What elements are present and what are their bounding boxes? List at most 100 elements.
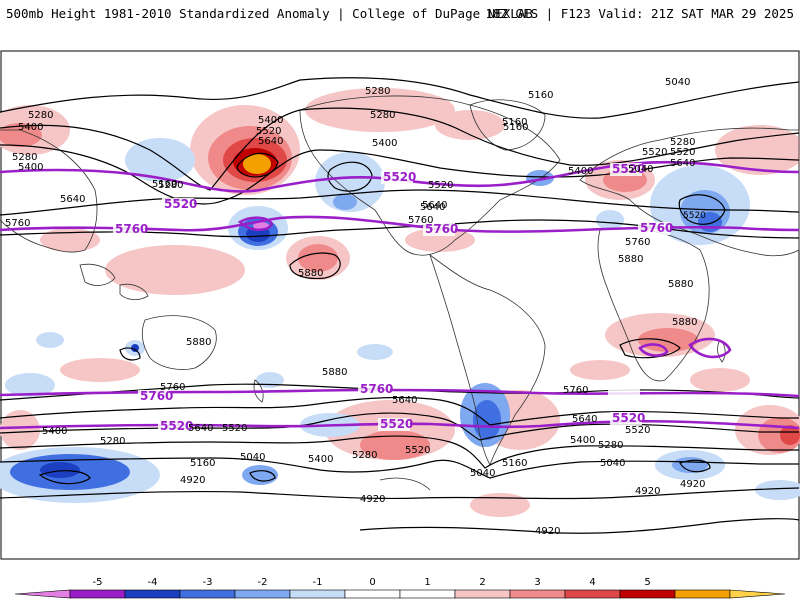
contour-label: 5280 — [670, 137, 695, 148]
contour-label: 5520 — [405, 445, 430, 456]
colorbar: -5 -4 -3 -2 -1 0 1 2 3 4 5 — [0, 572, 800, 600]
contour-label: 5520 — [642, 147, 667, 158]
contour-label: 5400 — [372, 138, 397, 149]
contour-label: 5400 — [258, 115, 283, 126]
contour-label: 5400 — [18, 122, 43, 133]
colorbar-swatch — [179, 589, 236, 599]
contour-label: 5160 — [190, 458, 215, 469]
contour-label: 5040 — [470, 468, 495, 479]
contour-label: 5640 — [188, 423, 213, 434]
contour-label: 5640 — [420, 202, 445, 213]
colorbar-swatch — [509, 589, 566, 599]
contour-label: 5760 — [160, 382, 185, 393]
colorbar-swatch — [289, 589, 346, 599]
colorbar-tick-label: -5 — [93, 577, 103, 588]
contour-label: 5160 — [502, 458, 527, 469]
contour-label: 5640 — [258, 136, 283, 147]
contour-label: 5280 — [12, 152, 37, 163]
contour-label: 5880 — [298, 268, 323, 279]
contour-label: 5760 — [563, 385, 588, 396]
colorbar-tick-label: 4 — [589, 577, 595, 588]
contour-label: 5640 — [60, 194, 85, 205]
colorbar-tick-label: 2 — [479, 577, 485, 588]
contour-label: 5760 — [140, 389, 173, 403]
black-contour-labels: 5280 5400 5280 5160 5640 5760 5280 5400 … — [5, 77, 705, 537]
contour-label: 5880 — [322, 367, 347, 378]
contour-label: 4920 — [360, 494, 385, 505]
colorbar-tick-label: -1 — [313, 577, 323, 588]
colorbar-swatch — [234, 589, 291, 599]
colorbar-svg: -5 -4 -3 -2 -1 0 1 2 3 4 5 — [14, 577, 786, 599]
contour-label: 4920 — [535, 526, 560, 537]
contour-label: 5760 — [625, 237, 650, 248]
colorbar-swatches — [14, 589, 786, 599]
contour-label: 5280 — [352, 450, 377, 461]
colorbar-swatch — [124, 589, 181, 599]
coastlines — [0, 95, 800, 491]
contour-label: 5520 — [256, 126, 281, 137]
contour-label: 5760 — [5, 218, 30, 229]
contour-label: 5280 — [365, 86, 390, 97]
contour-label: 5520 — [612, 162, 645, 176]
map-title: 500mb Height 1981-2010 Standardized Anom… — [6, 6, 533, 21]
colorbar-swatch — [619, 589, 676, 599]
contour-label: 5880 — [672, 317, 697, 328]
contour-label: 5520 — [164, 197, 197, 211]
contour-label: 5400 — [18, 162, 43, 173]
contour-label: 5520 — [428, 180, 453, 191]
colorbar-swatch — [69, 589, 126, 599]
colorbar-swatch — [564, 589, 621, 599]
contour-label: 4920 — [680, 479, 705, 490]
colorbar-swatch — [344, 589, 401, 599]
contour-label: 5520 — [670, 147, 695, 158]
model-run-info: 18Z GFS | F123 Valid: 21Z SAT MAR 29 202… — [485, 6, 794, 21]
colorbar-swatch — [454, 589, 511, 599]
map-svg: 5520 5520 5520 5520 5760 5760 5760 5760 … — [0, 50, 800, 560]
map-panel: 5520 5520 5520 5520 5760 5760 5760 5760 … — [0, 50, 800, 560]
contour-label: 5760 — [360, 382, 393, 396]
colorbar-tick-label: -3 — [203, 577, 213, 588]
contour-label: 5400 — [308, 454, 333, 465]
contour-label: 5520 — [380, 417, 413, 431]
contour-label: 5400 — [42, 426, 67, 437]
contour-label: 5040 — [628, 164, 653, 175]
contour-label: 5880 — [618, 254, 643, 265]
contour-label: 5040 — [240, 452, 265, 463]
contour-label: 5760 — [640, 221, 673, 235]
colorbar-swatch — [729, 589, 786, 599]
contour-label: 5880 — [668, 279, 693, 290]
colorbar-tick-label: 3 — [534, 577, 540, 588]
contour-label: 5880 — [186, 337, 211, 348]
contour-label: 5280 — [28, 110, 53, 121]
contour-label: 5040 — [600, 458, 625, 469]
colorbar-tick-label: -2 — [258, 577, 268, 588]
contour-label: 5640 — [670, 158, 695, 169]
contour-label: 5160 — [528, 90, 553, 101]
contour-label: 5520 — [222, 423, 247, 434]
colorbar-swatch — [14, 589, 71, 599]
contour-label: 5280 — [598, 440, 623, 451]
contour-label: 5520 — [683, 211, 706, 221]
contour-label: 5640 — [572, 414, 597, 425]
contour-label: 5520 — [160, 419, 193, 433]
contour-label: 4920 — [180, 475, 205, 486]
contour-label: 5520 — [625, 425, 650, 436]
contour-label: 5400 — [568, 166, 593, 177]
colorbar-tick-labels: -5 -4 -3 -2 -1 0 1 2 3 4 5 — [93, 577, 651, 588]
colorbar-tick-label: 0 — [369, 577, 375, 588]
colorbar-tick-label: 5 — [644, 577, 650, 588]
colorbar-swatch — [399, 589, 456, 599]
contour-label: 5280 — [370, 110, 395, 121]
colorbar-tick-label: -4 — [148, 577, 158, 588]
colorbar-swatch — [674, 589, 731, 599]
contour-label: 5760 — [115, 222, 148, 236]
contour-label: 5160 — [152, 179, 177, 190]
contour-label: 5760 — [425, 222, 458, 236]
contour-label: 5520 — [612, 411, 645, 425]
contour-label: 5160 — [503, 122, 528, 133]
contour-label: 5280 — [158, 180, 183, 191]
contour-label: 5520 — [383, 170, 416, 184]
contour-label: 5160 — [502, 117, 527, 128]
contour-label: 5280 — [100, 436, 125, 447]
purple-contour-labels: 5520 5520 5520 5520 5760 5760 5760 5760 … — [113, 162, 706, 433]
